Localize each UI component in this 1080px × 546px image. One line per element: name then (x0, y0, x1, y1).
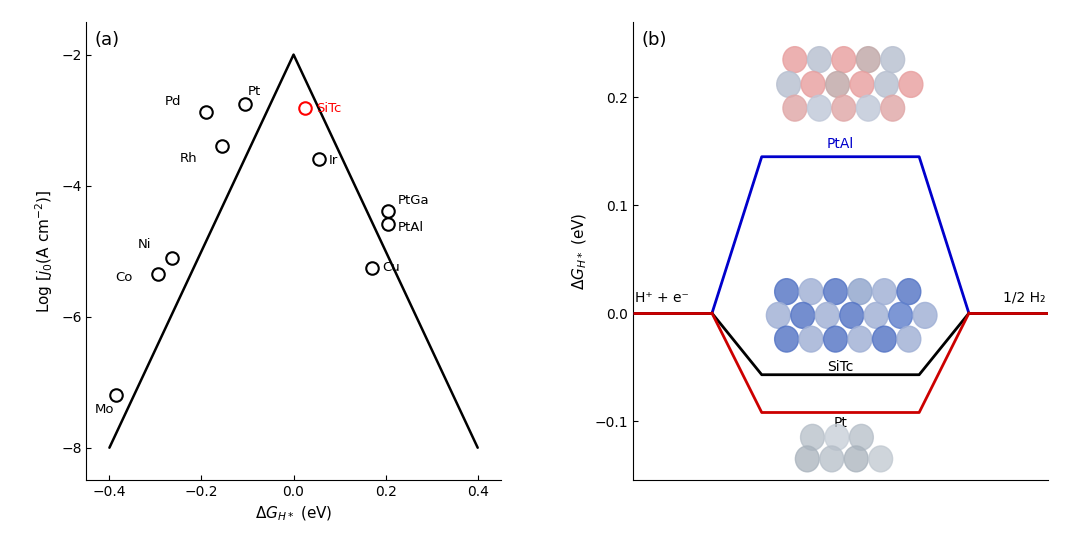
Ellipse shape (777, 72, 800, 97)
Ellipse shape (899, 72, 923, 97)
Text: PtAl: PtAl (399, 221, 424, 234)
Ellipse shape (799, 326, 823, 352)
Text: PtAl: PtAl (827, 138, 854, 151)
Text: Rh: Rh (179, 152, 197, 165)
Text: SiTc: SiTc (827, 360, 853, 373)
Ellipse shape (845, 446, 868, 472)
Text: Ni: Ni (137, 238, 151, 251)
Ellipse shape (832, 95, 855, 121)
X-axis label: $\Delta G_{H*}$ (eV): $\Delta G_{H*}$ (eV) (255, 505, 333, 523)
Ellipse shape (808, 95, 832, 121)
Ellipse shape (808, 46, 832, 73)
Ellipse shape (881, 46, 905, 73)
Text: Pt: Pt (834, 416, 848, 430)
Text: Ir: Ir (329, 154, 338, 167)
Ellipse shape (873, 278, 896, 305)
Ellipse shape (800, 424, 824, 450)
Ellipse shape (825, 424, 849, 450)
Y-axis label: Log [$j_0$(A cm$^{-2}$)]: Log [$j_0$(A cm$^{-2}$)] (33, 189, 55, 313)
Text: Cu: Cu (382, 261, 400, 274)
Ellipse shape (848, 278, 872, 305)
Ellipse shape (791, 302, 814, 328)
Ellipse shape (856, 46, 880, 73)
Ellipse shape (774, 326, 798, 352)
Ellipse shape (864, 302, 888, 328)
Ellipse shape (897, 326, 921, 352)
Ellipse shape (767, 302, 791, 328)
Text: Pd: Pd (164, 94, 180, 108)
Ellipse shape (875, 72, 899, 97)
Text: Mo: Mo (95, 403, 114, 416)
Ellipse shape (897, 278, 921, 305)
Text: (a): (a) (95, 31, 120, 49)
Ellipse shape (868, 446, 892, 472)
Ellipse shape (774, 278, 798, 305)
Ellipse shape (783, 46, 807, 73)
Y-axis label: $\Delta G_{H*}$ (eV): $\Delta G_{H*}$ (eV) (571, 212, 590, 290)
Ellipse shape (850, 72, 874, 97)
Ellipse shape (840, 302, 864, 328)
Ellipse shape (825, 72, 850, 97)
Ellipse shape (795, 446, 820, 472)
Ellipse shape (801, 72, 825, 97)
Ellipse shape (856, 95, 880, 121)
Ellipse shape (850, 424, 874, 450)
Ellipse shape (848, 326, 872, 352)
Ellipse shape (820, 446, 843, 472)
Text: (b): (b) (642, 31, 667, 49)
Text: Pt: Pt (247, 85, 260, 98)
Ellipse shape (824, 326, 848, 352)
Ellipse shape (881, 95, 905, 121)
Text: H⁺ + e⁻: H⁺ + e⁻ (635, 290, 689, 305)
Text: SiTc: SiTc (316, 102, 342, 115)
Ellipse shape (913, 302, 937, 328)
Ellipse shape (889, 302, 913, 328)
Ellipse shape (815, 302, 839, 328)
Text: PtGa: PtGa (399, 193, 430, 206)
Text: 1/2 H₂: 1/2 H₂ (1003, 290, 1045, 305)
Ellipse shape (824, 278, 848, 305)
Ellipse shape (783, 95, 807, 121)
Ellipse shape (799, 278, 823, 305)
Ellipse shape (873, 326, 896, 352)
Ellipse shape (832, 46, 855, 73)
Text: Co: Co (116, 271, 133, 284)
